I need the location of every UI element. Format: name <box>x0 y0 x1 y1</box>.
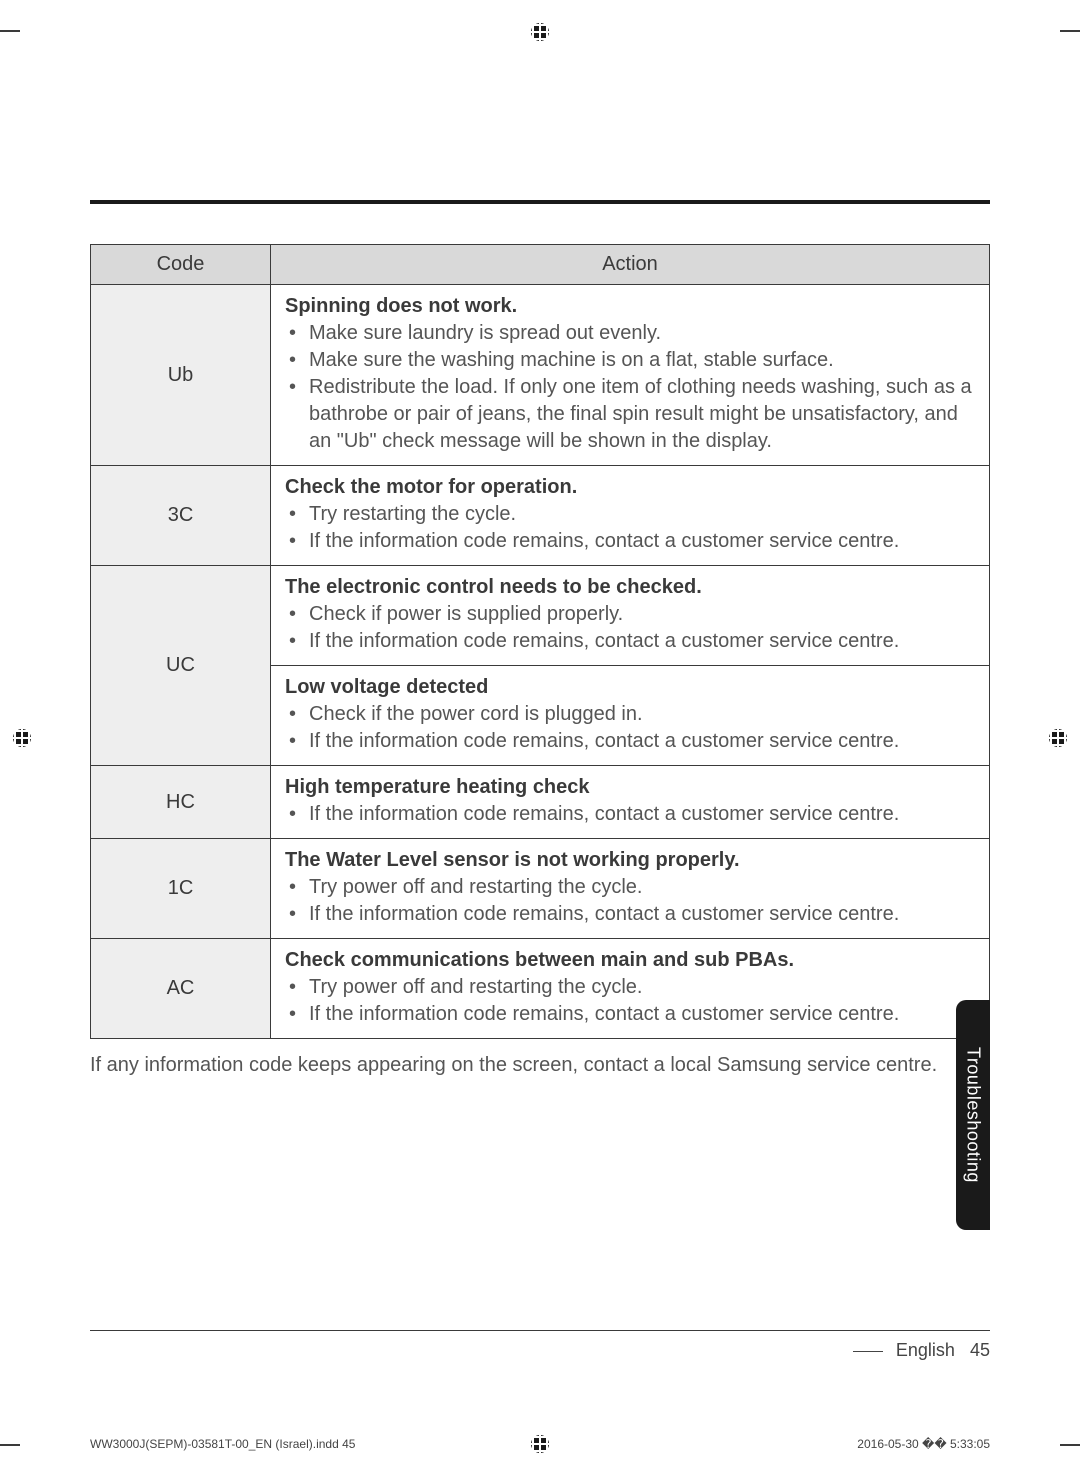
registration-mark-icon <box>1044 724 1072 752</box>
action-bullet-list: Check if the power cord is plugged in.If… <box>285 701 975 755</box>
table-row: 3CCheck the motor for operation.Try rest… <box>91 466 990 566</box>
action-bullet-list: Try power off and restarting the cycle.I… <box>285 974 975 1028</box>
footer-page-number: 45 <box>970 1340 990 1360</box>
after-note: If any information code keeps appearing … <box>90 1051 990 1079</box>
footer-language: English <box>896 1340 955 1360</box>
action-bullet: Make sure laundry is spread out evenly. <box>285 320 975 347</box>
action-cell: The Water Level sensor is not working pr… <box>271 839 990 939</box>
action-cell: The electronic control needs to be check… <box>271 566 990 666</box>
header-code: Code <box>91 245 271 285</box>
code-cell: AC <box>91 939 271 1039</box>
action-bullet: Check if power is supplied properly. <box>285 601 975 628</box>
action-cell: Check the motor for operation.Try restar… <box>271 466 990 566</box>
action-heading: The electronic control needs to be check… <box>285 576 975 599</box>
troubleshooting-table: Code Action UbSpinning does not work.Mak… <box>90 244 990 1039</box>
action-cell: High temperature heating checkIf the inf… <box>271 766 990 839</box>
action-bullet: If the information code remains, contact… <box>285 728 975 755</box>
action-heading: Low voltage detected <box>285 676 975 699</box>
action-cell: Spinning does not work.Make sure laundry… <box>271 285 990 466</box>
action-bullet: If the information code remains, contact… <box>285 901 975 928</box>
action-bullet: Check if the power cord is plugged in. <box>285 701 975 728</box>
table-header-row: Code Action <box>91 245 990 285</box>
action-bullet: If the information code remains, contact… <box>285 528 975 555</box>
action-bullet: Try power off and restarting the cycle. <box>285 974 975 1001</box>
action-cell: Low voltage detectedCheck if the power c… <box>271 666 990 766</box>
action-heading: Check the motor for operation. <box>285 476 975 499</box>
code-cell: HC <box>91 766 271 839</box>
action-bullet-list: Try restarting the cycle.If the informat… <box>285 501 975 555</box>
action-bullet-list: Make sure laundry is spread out evenly.M… <box>285 320 975 455</box>
crop-mark <box>1060 1444 1080 1446</box>
action-heading: High temperature heating check <box>285 776 975 799</box>
crop-mark <box>1060 30 1080 32</box>
code-cell: 1C <box>91 839 271 939</box>
section-divider <box>90 200 990 204</box>
table-row: HCHigh temperature heating checkIf the i… <box>91 766 990 839</box>
code-cell: Ub <box>91 285 271 466</box>
action-heading: Spinning does not work. <box>285 295 975 318</box>
code-cell: UC <box>91 566 271 766</box>
print-meta-left: WW3000J(SEPM)-03581T-00_EN (Israel).indd… <box>90 1437 355 1451</box>
action-bullet-list: Check if power is supplied properly.If t… <box>285 601 975 655</box>
table-row: UCThe electronic control needs to be che… <box>91 566 990 666</box>
print-meta-right: 2016-05-30 �� 5:33:05 <box>857 1437 990 1451</box>
footer-dash-icon <box>853 1351 883 1352</box>
action-heading: The Water Level sensor is not working pr… <box>285 849 975 872</box>
action-bullet: If the information code remains, contact… <box>285 801 975 828</box>
section-tab-label: Troubleshooting <box>963 1047 984 1183</box>
crop-mark <box>0 30 20 32</box>
crop-mark <box>0 1444 20 1446</box>
table-row: 1C The Water Level sensor is not working … <box>91 839 990 939</box>
section-tab: Troubleshooting <box>956 1000 990 1230</box>
action-bullet: If the information code remains, contact… <box>285 1001 975 1028</box>
registration-mark-icon <box>526 18 554 46</box>
action-bullet: Redistribute the load. If only one item … <box>285 374 975 455</box>
action-bullet: Try power off and restarting the cycle. <box>285 874 975 901</box>
footer-divider <box>90 1330 990 1331</box>
action-bullet: Make sure the washing machine is on a fl… <box>285 347 975 374</box>
action-bullet-list: Try power off and restarting the cycle.I… <box>285 874 975 928</box>
table-row: UbSpinning does not work.Make sure laund… <box>91 285 990 466</box>
table-row: AC Check communications between main and … <box>91 939 990 1039</box>
page-content: Code Action UbSpinning does not work.Mak… <box>90 70 990 1406</box>
header-action: Action <box>271 245 990 285</box>
registration-mark-icon <box>526 1430 554 1458</box>
page-footer: English 45 <box>853 1340 990 1361</box>
action-bullet-list: If the information code remains, contact… <box>285 801 975 828</box>
action-bullet: If the information code remains, contact… <box>285 628 975 655</box>
action-cell: Check communications between main and su… <box>271 939 990 1039</box>
code-cell: 3C <box>91 466 271 566</box>
registration-mark-icon <box>8 724 36 752</box>
action-heading: Check communications between main and su… <box>285 949 975 972</box>
action-bullet: Try restarting the cycle. <box>285 501 975 528</box>
